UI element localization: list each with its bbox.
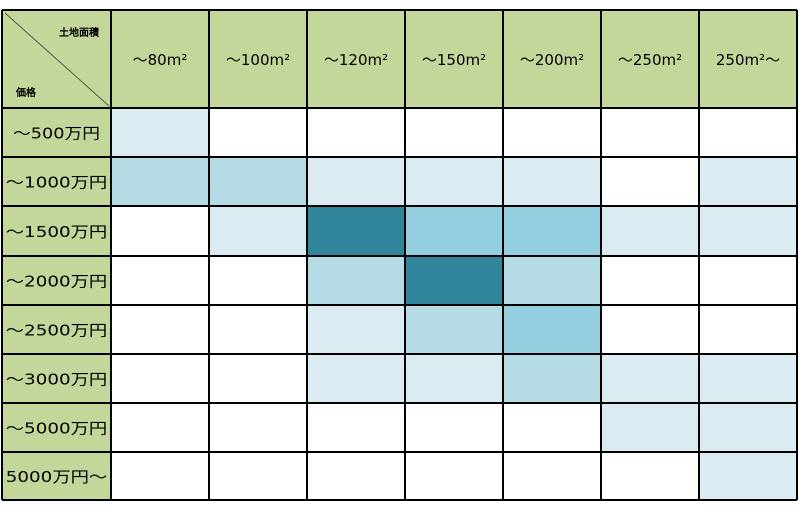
heatmap-cell [699,354,797,403]
heatmap-cell [699,403,797,452]
column-header-label: ～250m² [618,51,682,69]
column-header-label: ～100m² [226,51,290,69]
heatmap-cell [503,305,601,354]
row-header-column: ～500万円 ～1000万円 ～1500万円 ～2000万円 ～2500万円 ～3000万… [2,108,111,500]
heatmap-cell [601,305,699,354]
heatmap-cell [699,305,797,354]
column-header-label: 250m²～ [716,51,780,69]
row-header-cell [2,256,111,305]
heatmap-cell [209,305,307,354]
heatmap-cell [307,206,405,256]
row-header-cell [2,206,111,256]
heatmap-cell [503,354,601,403]
heatmap-cell [307,452,405,500]
heatmap-cell [111,305,209,354]
row-header-label: ～2000万円 [6,273,108,291]
heatmap-cell [209,157,307,206]
column-header-cell [111,10,209,108]
heatmap-cell [405,305,503,354]
row-header-label: ～2500万円 [6,322,108,340]
row-header-label: ～1000万円 [6,174,108,192]
heatmap-cell [111,354,209,403]
heatmap-cell [307,305,405,354]
heatmap-cell [111,108,209,157]
heatmap-cells [111,108,797,500]
heatmap-cell [503,157,601,206]
column-header-cell [699,10,797,108]
row-header-label: 5000万円～ [6,468,108,486]
heatmap-cell [503,256,601,305]
heatmap-cell [601,403,699,452]
heatmap-cell [111,157,209,206]
row-header-cell [2,108,111,157]
heatmap-cell [307,108,405,157]
corner-diagonal [4,12,110,107]
heatmap-cell [601,452,699,500]
row-header-cell [2,403,111,452]
column-header-cell [405,10,503,108]
column-header-row: ～80m² ～100m² ～120m² ～150m² ～200m² ～250m² 250m²… [111,10,797,108]
heatmap-cell [699,206,797,256]
heatmap-cell [405,403,503,452]
column-header-label: ～150m² [422,51,486,69]
heatmap-cell [209,354,307,403]
heatmap-cell [209,206,307,256]
row-header-label: ～3000万円 [6,371,108,389]
heatmap-cell [307,256,405,305]
heatmap-cell [209,452,307,500]
heatmap-cell [405,452,503,500]
heatmap-cell [209,108,307,157]
heatmap-cell [601,108,699,157]
heatmap-cell [503,452,601,500]
row-header-label: ～1500万円 [6,223,108,241]
row-header-cell [2,452,111,500]
heatmap-cell [699,256,797,305]
heatmap-cell [699,108,797,157]
heatmap-cell [601,354,699,403]
heatmap-cell [405,157,503,206]
heatmap-cell [405,354,503,403]
heatmap-cell [111,452,209,500]
column-header-cell [307,10,405,108]
heatmap-cell [405,256,503,305]
heatmap-cell [601,157,699,206]
heatmap-cell [601,206,699,256]
heatmap-cell [111,403,209,452]
heatmap-cell [209,256,307,305]
heatmap-cell [503,206,601,256]
heatmap-cell [111,256,209,305]
heatmap-cell [405,108,503,157]
column-header-cell [601,10,699,108]
heatmap-cell [503,108,601,157]
heatmap-cell [111,206,209,256]
heatmap-cell [307,403,405,452]
column-header-label: ～80m² [133,51,188,69]
heatmap-cell [503,403,601,452]
column-header-cell [209,10,307,108]
heatmap-cell [307,157,405,206]
heatmap-cell [307,354,405,403]
row-header-cell [2,305,111,354]
heatmap-cell [699,157,797,206]
column-header-cell [503,10,601,108]
heatmap-cell [209,403,307,452]
row-header-label: ～5000万円 [6,420,108,438]
heatmap-cell [601,256,699,305]
corner-cell: 土地面積 価格 [2,10,111,108]
row-axis-label: 価格 [15,86,37,99]
column-axis-label: 土地面積 [59,26,100,39]
row-header-label: ～500万円 [13,125,100,143]
row-header-cell [2,157,111,206]
grid-lines [1,9,798,501]
heatmap-cell [699,452,797,500]
heatmap-cell [405,206,503,256]
column-header-label: ～120m² [324,51,388,69]
column-header-label: ～200m² [520,51,584,69]
row-header-cell [2,354,111,403]
